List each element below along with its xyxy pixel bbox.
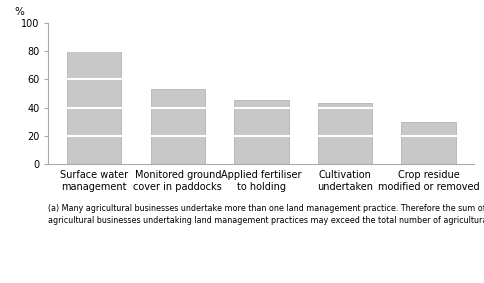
Bar bbox=[151, 89, 205, 164]
Text: %: % bbox=[15, 7, 24, 17]
Text: (a) Many agricultural businesses undertake more than one land management practic: (a) Many agricultural businesses underta… bbox=[48, 204, 484, 224]
Bar bbox=[67, 50, 121, 164]
Bar bbox=[234, 100, 288, 164]
Bar bbox=[318, 103, 372, 164]
Bar bbox=[401, 122, 455, 164]
